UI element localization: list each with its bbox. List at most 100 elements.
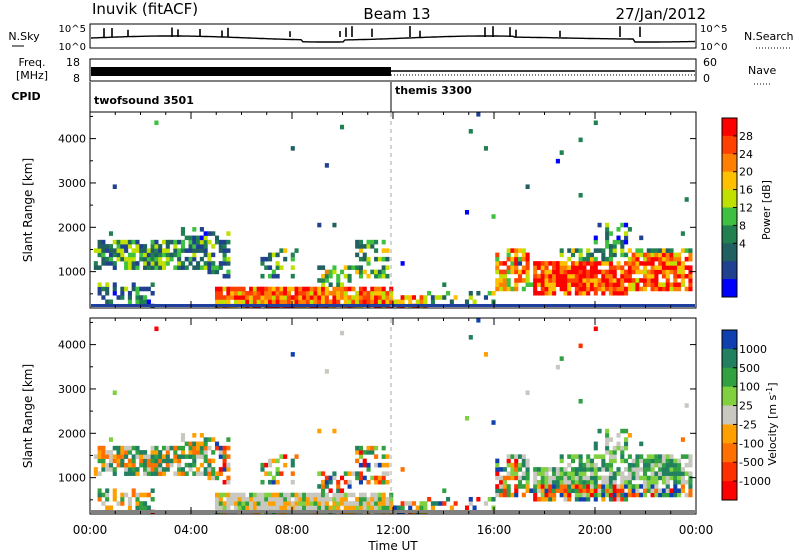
velocity-cell [571,471,576,476]
nave-tick-top: 60 [703,56,717,69]
velocity-cell [150,467,155,472]
power-cell [616,282,621,287]
power-cell [120,295,125,300]
velocity-cell [642,475,648,481]
velocity-cell [574,475,579,481]
power-cell [574,286,579,292]
velocity-cell [688,484,693,489]
power-cell [571,273,576,279]
power-cell [597,222,602,228]
power-cell [131,239,136,245]
velocity-cell [661,488,666,493]
power-cell [143,295,148,300]
velocity-cell [586,454,591,459]
velocity-cell [105,454,110,459]
power-cell [601,273,606,279]
power-cell [101,252,106,258]
velocity-cell [339,488,345,493]
velocity-cell [294,496,299,502]
velocity-cell [199,445,204,451]
velocity-cell [517,462,523,468]
power-cell [131,248,136,253]
power-cell [218,239,223,245]
velocity-cell [188,467,193,472]
time-axis-label: Time UT [367,539,418,553]
velocity-cell [313,501,318,506]
velocity-cell [552,496,557,502]
power-cell [631,265,636,270]
power-cell [677,252,682,258]
power-cell [305,295,310,300]
velocity-cell [131,462,136,468]
power-colorbar-swatch [722,261,737,280]
power-cell [192,252,197,258]
power-cell [536,265,542,270]
power-cell [646,248,651,253]
power-cell [116,252,121,258]
velocity-cell [548,479,553,485]
velocity-cell [495,492,500,498]
velocity-cell [415,505,420,511]
velocity-cell [146,467,151,472]
power-cell [578,269,583,275]
power-cell [135,286,140,292]
velocity-cell [127,458,132,464]
power-cell [97,265,102,270]
power-cell [105,286,110,292]
velocity-cell [661,475,666,481]
velocity-cell [196,450,201,455]
power-cell [366,295,371,300]
velocity-cell [658,488,663,493]
power-cell [264,299,269,305]
power-cell [332,269,337,275]
power-cell [222,295,227,300]
power-cell [612,290,617,296]
power-cell [449,299,454,305]
power-cell [127,261,132,266]
velocity-cell [328,475,333,481]
power-cell [196,235,201,241]
power-cell [192,227,197,232]
power-cell [612,239,617,245]
velocity-cell [673,471,678,476]
velocity-cell [574,492,579,498]
power-cell [313,299,318,305]
power-cell [302,295,307,300]
power-cell [639,252,644,258]
velocity-cell [536,471,542,476]
velocity-cell [525,390,530,395]
velocity-cell [158,450,163,455]
velocity-cell [605,437,610,442]
power-cell [404,295,409,300]
velocity-cell [188,445,193,451]
power-cell [146,261,151,266]
power-cell [260,273,265,279]
power-cell [680,273,685,279]
velocity-cell [222,462,227,468]
power-cell [211,231,216,236]
velocity-cell [381,496,386,502]
power-cell [605,231,610,236]
power-cell [105,282,110,287]
power-cell [506,252,511,258]
velocity-cell [245,505,250,511]
velocity-cell [563,479,568,485]
power-cell [196,265,201,270]
velocity-cell [218,505,223,511]
velocity-cell [184,454,189,459]
power-cell [624,239,629,245]
power-cell [218,286,223,292]
nave-tick-bottom: 0 [703,72,710,85]
velocity-cell [404,501,409,506]
power-cell [317,295,322,300]
power-cell [135,248,140,253]
power-cell [336,290,341,296]
power-cell [650,265,655,270]
power-cell [321,295,326,300]
velocity-cell [525,479,530,485]
power-cell [97,252,102,258]
power-cell [525,184,530,189]
velocity-cell [374,462,379,468]
velocity-cell [555,479,560,485]
velocity-cell [567,462,572,468]
